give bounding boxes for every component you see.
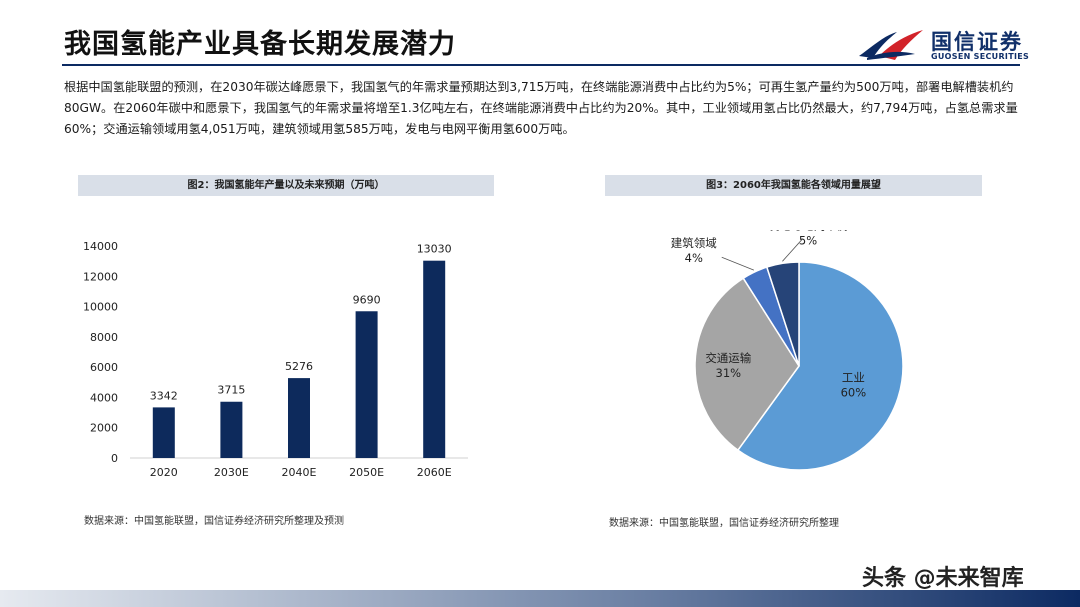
bar-chart-source: 数据来源：中国氢能联盟，国信证券经济研究所整理及预测 [84,516,344,527]
pie-label: 交通运输 [705,351,751,365]
y-tick-label: 6000 [90,361,118,374]
bar-2030E [220,401,243,458]
pie-label: 建筑领域 [671,236,717,250]
pie-slice-发电与电网平衡 [765,261,800,367]
bar-value-label: 5276 [285,360,313,373]
guosen-logo-icon [859,30,923,60]
x-tick-label: 2040E [282,466,317,479]
logo-text-cn: 国信证券 [931,30,1023,54]
pie-pct-label: 4% [685,251,703,265]
x-tick-label: 2020 [150,466,178,479]
logo-text-en: GUOSEN SECURITIES [931,52,1030,61]
pie-chart-header: 图3：2060年我国氢能各领域用量展望 [605,175,982,196]
footer-band [0,590,1080,607]
x-tick-label: 2060E [417,466,452,479]
leader-line [782,239,803,262]
pie-pct-label: 5% [799,233,817,247]
y-tick-label: 14000 [83,240,118,253]
watermark: 头条 @未来智库 [862,566,1024,591]
bar-2040E [288,378,310,458]
pie-slice-交通运输 [694,277,800,452]
bar-value-label: 3342 [150,389,178,402]
pie-label: 发电与电网平衡 [768,230,849,232]
x-tick-label: 2050E [349,466,384,479]
bar-2060E [423,260,446,458]
pie-label: 工业 [842,371,865,385]
leader-line [721,256,755,271]
bar-2050E [355,311,378,458]
bar-chart: 0 2000 4000 6000 8000 10000 12000 14000 3342 2020… [83,240,468,479]
intro-paragraph: 根据中国氢能联盟的预测，在2030年碳达峰愿景下，我国氢气的年需求量预期达到3,… [64,80,1018,136]
brand-logo: 国信证券 GUOSEN SECURITIES [857,24,1037,66]
y-tick-label: 4000 [90,391,118,404]
x-tick-label: 2030E [214,466,249,479]
bar-chart-header: 图2：我国氢能年产量以及未来预期（万吨） [78,175,494,196]
pie-pct-label: 60% [841,386,867,400]
y-tick-label: 10000 [83,301,118,314]
bar-value-label: 9690 [353,293,381,306]
bar-value-label: 3715 [217,384,245,397]
pie-slice-工业 [736,261,904,471]
y-tick-label: 0 [111,452,118,465]
y-tick-label: 12000 [83,270,118,283]
page-title: 我国氢能产业具备长期发展潜力 [64,29,456,60]
bar-value-label: 13030 [417,243,452,256]
y-tick-label: 8000 [90,331,118,344]
y-tick-label: 2000 [90,422,118,435]
bar-2020 [152,407,175,458]
pie-pct-label: 31% [716,366,742,380]
pie-chart-source: 数据来源：中国氢能联盟，国信证券经济研究所整理 [609,518,839,529]
title-divider [62,64,1020,66]
